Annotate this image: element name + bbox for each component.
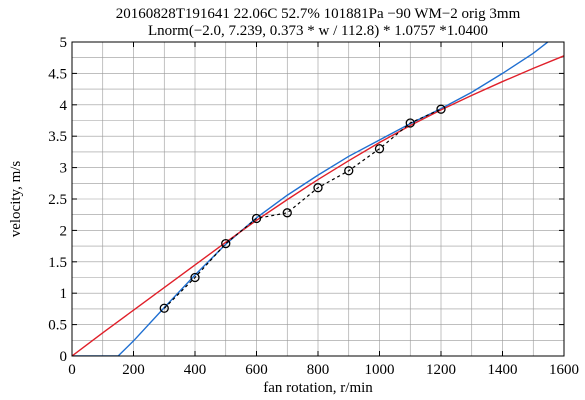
y-tick-label: 1.5 bbox=[48, 255, 67, 271]
y-tick-label: 4 bbox=[60, 98, 68, 114]
measured-point bbox=[190, 272, 200, 283]
y-tick-label: 2.5 bbox=[48, 192, 67, 208]
measured-series-line bbox=[163, 108, 442, 309]
y-tick-label: 0 bbox=[60, 349, 68, 365]
x-tick-label: 200 bbox=[122, 362, 145, 378]
y-tick-label: 0.5 bbox=[48, 318, 67, 334]
x-tick-label: 800 bbox=[307, 362, 330, 378]
x-tick-label: 1000 bbox=[365, 362, 395, 378]
x-tick-label: 0 bbox=[68, 362, 76, 378]
y-tick-label: 3 bbox=[60, 161, 68, 177]
x-axis-ticks: 0 200 400 600 800 1000 1200 1400 1600 bbox=[68, 42, 579, 378]
x-tick-label: 400 bbox=[184, 362, 207, 378]
red-fit-line bbox=[72, 55, 564, 356]
measured-point bbox=[405, 118, 415, 128]
measured-point bbox=[221, 238, 231, 249]
x-axis-label: fan rotation, r/min bbox=[263, 380, 373, 396]
grid bbox=[71, 41, 565, 357]
chart-subtitle: Lnorm(−2.0, 7.239, 0.373 * w / 112.8) * … bbox=[148, 23, 488, 39]
y-axis-label: velocity, m/s bbox=[8, 161, 24, 238]
measured-point bbox=[159, 303, 169, 313]
blue-fit-line bbox=[72, 42, 549, 356]
y-tick-label: 4.5 bbox=[48, 66, 67, 82]
measured-point bbox=[282, 208, 292, 218]
x-tick-label: 1600 bbox=[549, 362, 579, 378]
y-tick-label: 3.5 bbox=[48, 129, 67, 145]
y-tick-label: 2 bbox=[60, 223, 68, 239]
measured-point bbox=[374, 144, 385, 154]
series-layer bbox=[72, 42, 564, 356]
measured-point bbox=[251, 213, 262, 224]
y-tick-label: 1 bbox=[60, 286, 68, 302]
measured-point bbox=[436, 104, 446, 114]
x-tick-label: 600 bbox=[245, 362, 268, 378]
y-tick-label: 5 bbox=[60, 35, 68, 51]
measured-point bbox=[344, 166, 354, 176]
measured-point bbox=[313, 183, 323, 193]
x-tick-label: 1400 bbox=[488, 362, 518, 378]
x-tick-label: 1200 bbox=[426, 362, 456, 378]
chart-title: 20160828T191641 22.06C 52.7% 101881Pa −9… bbox=[116, 6, 521, 22]
y-axis-ticks: 0 0.5 1 1.5 2 2.5 3 3.5 4 4.5 5 bbox=[48, 35, 564, 365]
